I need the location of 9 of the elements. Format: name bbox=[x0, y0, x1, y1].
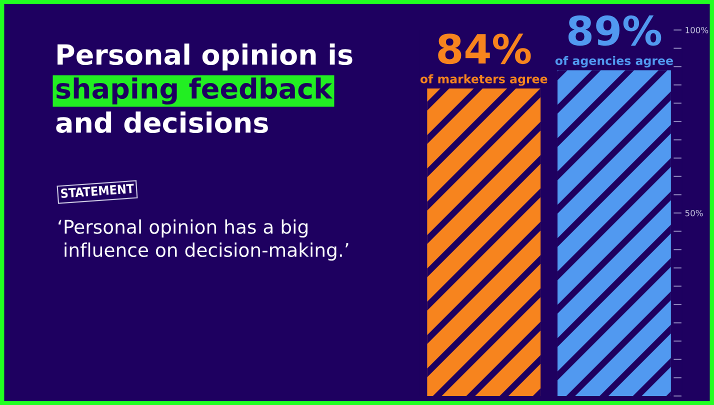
text: ‘Personal opinion has a big influence on decision-making.’ bbox=[58, 219, 348, 261]
text: Personal opinion is shaping feedback and decisions bbox=[56, 44, 352, 134]
y-tick-label: 50% bbox=[685, 210, 703, 216]
data-label: 89% bbox=[568, 15, 662, 46]
annotation: of marketers agree bbox=[420, 74, 548, 86]
data-label: 84% bbox=[438, 34, 531, 64]
y-tick-label: 100% bbox=[686, 26, 708, 34]
text: STATEMENT bbox=[60, 184, 134, 198]
annotation: of agencies agree bbox=[555, 56, 673, 68]
